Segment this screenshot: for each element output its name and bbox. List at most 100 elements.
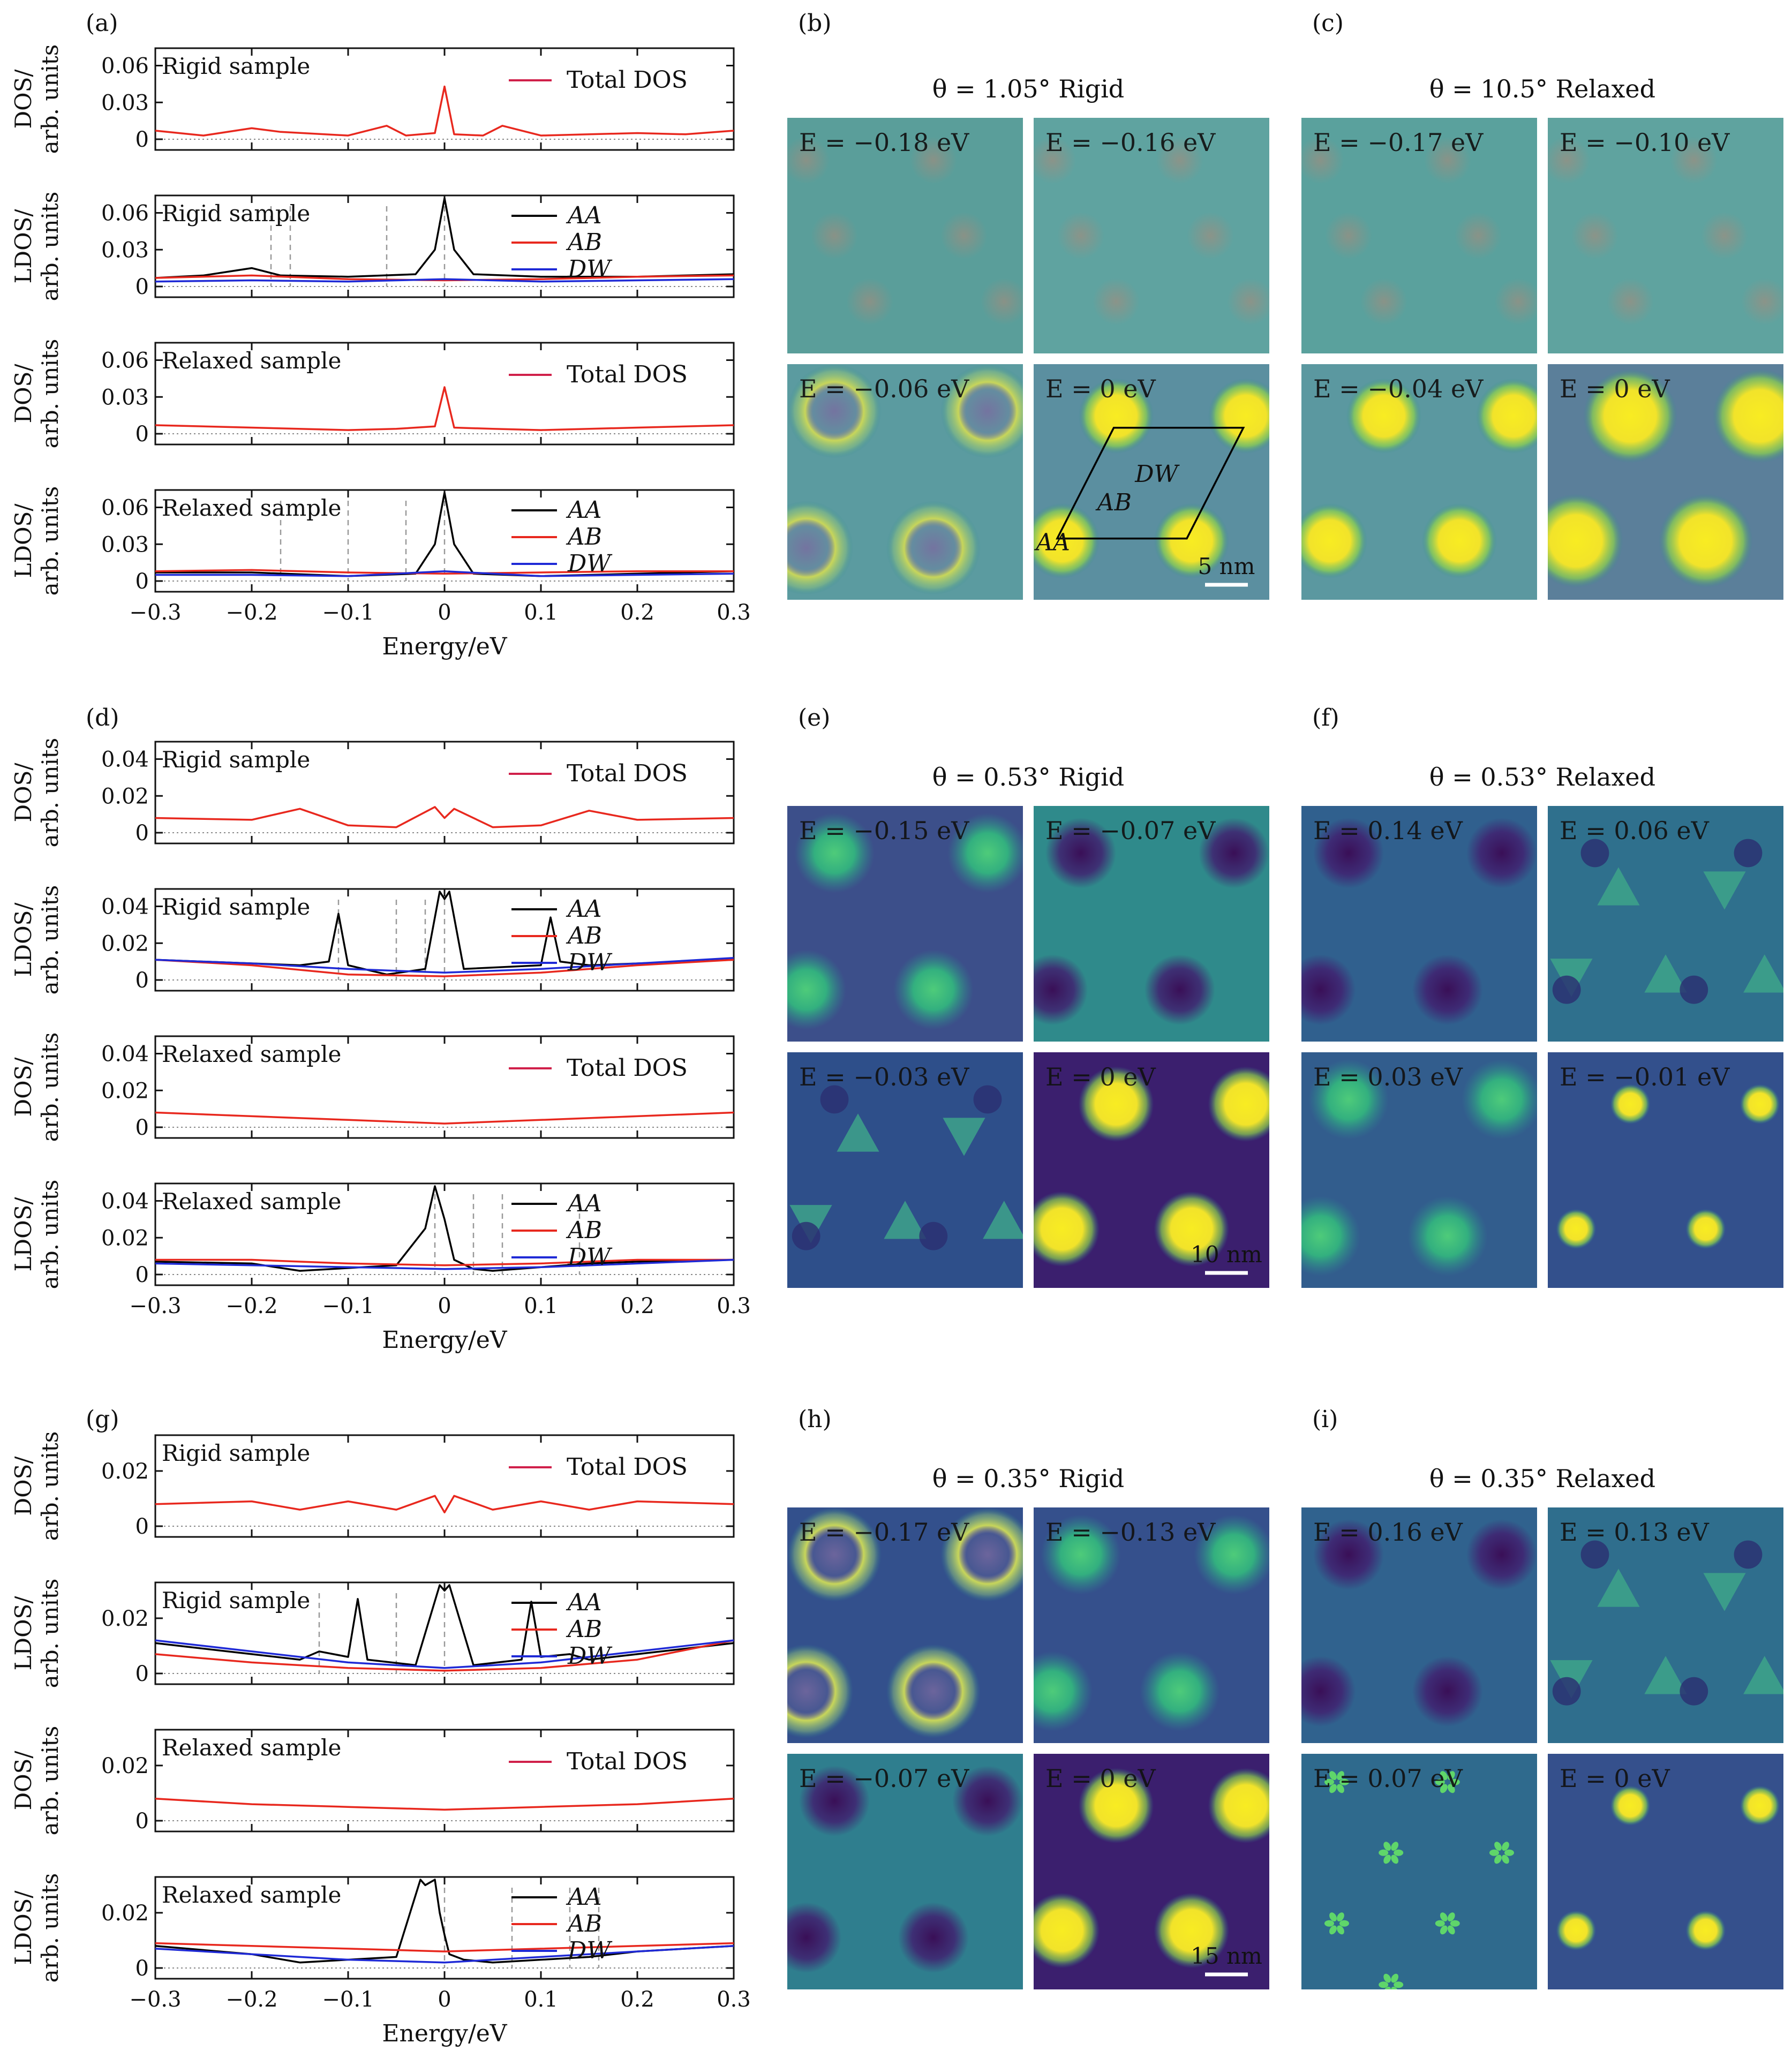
glow-spot bbox=[1462, 1059, 1537, 1140]
y-tick-label: 0 bbox=[135, 1662, 149, 1686]
glow-spot bbox=[1194, 1514, 1269, 1595]
energy-label: E = 0 eV bbox=[1045, 374, 1156, 403]
bright-aa-spot bbox=[1034, 1191, 1100, 1267]
bright-aa-spot bbox=[1548, 494, 1623, 588]
ring-spot bbox=[787, 1644, 854, 1739]
bright-aa-spot bbox=[1208, 1768, 1269, 1844]
series-line-dw bbox=[155, 1639, 734, 1669]
tile-features bbox=[1556, 1785, 1780, 1951]
glow-spot bbox=[1034, 1651, 1093, 1731]
legend-label-ab: AB bbox=[566, 1616, 602, 1643]
x-tick-label: −0.2 bbox=[225, 600, 277, 625]
flower-petal bbox=[1329, 1784, 1337, 1793]
series-line-aa bbox=[155, 1879, 734, 1964]
series-line-aa bbox=[155, 891, 734, 976]
bright-aa-spot bbox=[1154, 1892, 1230, 1969]
dark-node bbox=[1734, 839, 1763, 868]
faint-spot bbox=[1424, 137, 1471, 184]
bright-aa-spot bbox=[1154, 503, 1230, 579]
map-panel-b: θ = 1.05° Rigid E = −0.18 eV E = −0.16 eV E… bbox=[787, 74, 1269, 600]
flower-petal bbox=[1450, 1920, 1460, 1927]
legend-label-aa: AA bbox=[566, 1190, 602, 1217]
faint-spot bbox=[1571, 212, 1618, 259]
faint-spot bbox=[1741, 278, 1783, 326]
map-panel-title: θ = 0.53° Rigid bbox=[932, 763, 1124, 791]
faint-spot bbox=[1325, 212, 1372, 259]
tile-background bbox=[1548, 1052, 1783, 1288]
series-line-total-dos bbox=[155, 85, 734, 137]
faint-spot bbox=[1360, 278, 1407, 326]
sample-label: Rigid sample bbox=[162, 53, 310, 79]
ldos-map-tile: E = 0 eV bbox=[1548, 1754, 1783, 1989]
series-line-dw bbox=[155, 1258, 734, 1270]
y-tick-label: 0.02 bbox=[101, 1459, 149, 1484]
dark-spot bbox=[1199, 818, 1269, 888]
energy-label: E = 0 eV bbox=[1560, 1764, 1670, 1793]
faint-spot bbox=[1057, 212, 1104, 259]
energy-label: E = 0 eV bbox=[1560, 374, 1670, 403]
ldos-map-tile: E = 0.03 eV bbox=[1301, 1052, 1537, 1288]
faint-spot bbox=[811, 212, 858, 259]
dark-spot bbox=[952, 1766, 1023, 1836]
energy-label: E = 0.13 eV bbox=[1560, 1518, 1710, 1547]
energy-label: E = −0.03 eV bbox=[799, 1062, 969, 1091]
dark-node bbox=[1734, 1540, 1763, 1569]
map-panel-e: θ = 0.53° Rigid E = −0.15 eV E = −0.07 eV E… bbox=[787, 763, 1269, 1288]
sample-label: Relaxed sample bbox=[162, 348, 341, 374]
y-axis-label-units: arb. units bbox=[37, 339, 63, 449]
triangle-feature bbox=[837, 1113, 879, 1152]
legend-label-aa: AA bbox=[566, 202, 602, 229]
x-tick-label: 0 bbox=[438, 1987, 451, 2012]
flower-petal bbox=[1329, 1912, 1337, 1922]
y-tick-label: 0.02 bbox=[101, 1079, 149, 1103]
chart-g: 0 0.02 Rigid sample Total DOS DOS/arb. units… bbox=[10, 1431, 751, 2047]
y-axis-label: LDOS/ bbox=[10, 902, 36, 977]
y-tick-label: 0.02 bbox=[101, 1901, 149, 1926]
ldos-map-tile: E = 0.16 eV bbox=[1301, 1507, 1537, 1743]
series-line-total-dos bbox=[155, 386, 734, 431]
bright-aa-spot bbox=[1078, 1768, 1154, 1844]
subplot-dos: 0 0.02 0.04 Rigid sample Total DOS DOS/arb. u… bbox=[10, 738, 735, 848]
faint-spot bbox=[909, 137, 957, 184]
y-tick-label: 0.02 bbox=[101, 1226, 149, 1250]
flower-petal bbox=[1502, 1854, 1509, 1864]
series-line-dw bbox=[155, 570, 734, 577]
x-axis-label: Energy/eV bbox=[382, 633, 507, 660]
energy-label: E = −0.07 eV bbox=[1045, 816, 1216, 845]
legend-label-dw: DW bbox=[567, 1937, 613, 1964]
y-tick-label: 0.03 bbox=[101, 91, 149, 115]
dark-spot bbox=[1301, 954, 1356, 1026]
map-panel-title: θ = 0.53° Relaxed bbox=[1429, 763, 1655, 791]
y-axis-label-units: arb. units bbox=[37, 1726, 63, 1836]
ring-spot bbox=[940, 364, 1023, 458]
flower-petal bbox=[1337, 1784, 1344, 1793]
y-axis-label-units: arb. units bbox=[37, 738, 63, 848]
x-tick-label: 0.2 bbox=[620, 1987, 654, 2012]
tile-features bbox=[1301, 818, 1537, 1026]
dark-spot bbox=[1144, 954, 1215, 1026]
flower-petal bbox=[1391, 1986, 1399, 1989]
y-tick-label: 0 bbox=[135, 569, 149, 594]
bright-aa-spot bbox=[1556, 1910, 1597, 1951]
energy-label: E = −0.04 eV bbox=[1313, 374, 1484, 403]
faint-spot bbox=[1226, 278, 1269, 326]
x-axis-label: Energy/eV bbox=[382, 2020, 507, 2047]
sample-label: Relaxed sample bbox=[162, 1041, 341, 1067]
subplot-dos: 0 0.03 0.06 Relaxed sample Total DOS DOS/arb.… bbox=[10, 339, 735, 449]
tile-features bbox=[1550, 1540, 1783, 1706]
x-tick-label: −0.1 bbox=[322, 1294, 374, 1318]
x-axis-label: Energy/eV bbox=[382, 1326, 507, 1354]
ldos-map-tile: E = 0.13 eV bbox=[1548, 1507, 1783, 1743]
sample-label: Rigid sample bbox=[162, 894, 310, 920]
bright-aa-spot bbox=[1713, 368, 1783, 463]
legend-label-aa: AA bbox=[566, 895, 602, 923]
ldos-map-tile: E = −0.13 eV bbox=[1034, 1507, 1269, 1743]
energy-label: E = −0.16 eV bbox=[1045, 128, 1216, 157]
y-axis-label-units: arb. units bbox=[37, 1180, 63, 1290]
bright-aa-spot bbox=[1034, 1892, 1100, 1969]
ring-spot bbox=[886, 501, 981, 595]
series-line-total-dos bbox=[155, 1495, 734, 1513]
